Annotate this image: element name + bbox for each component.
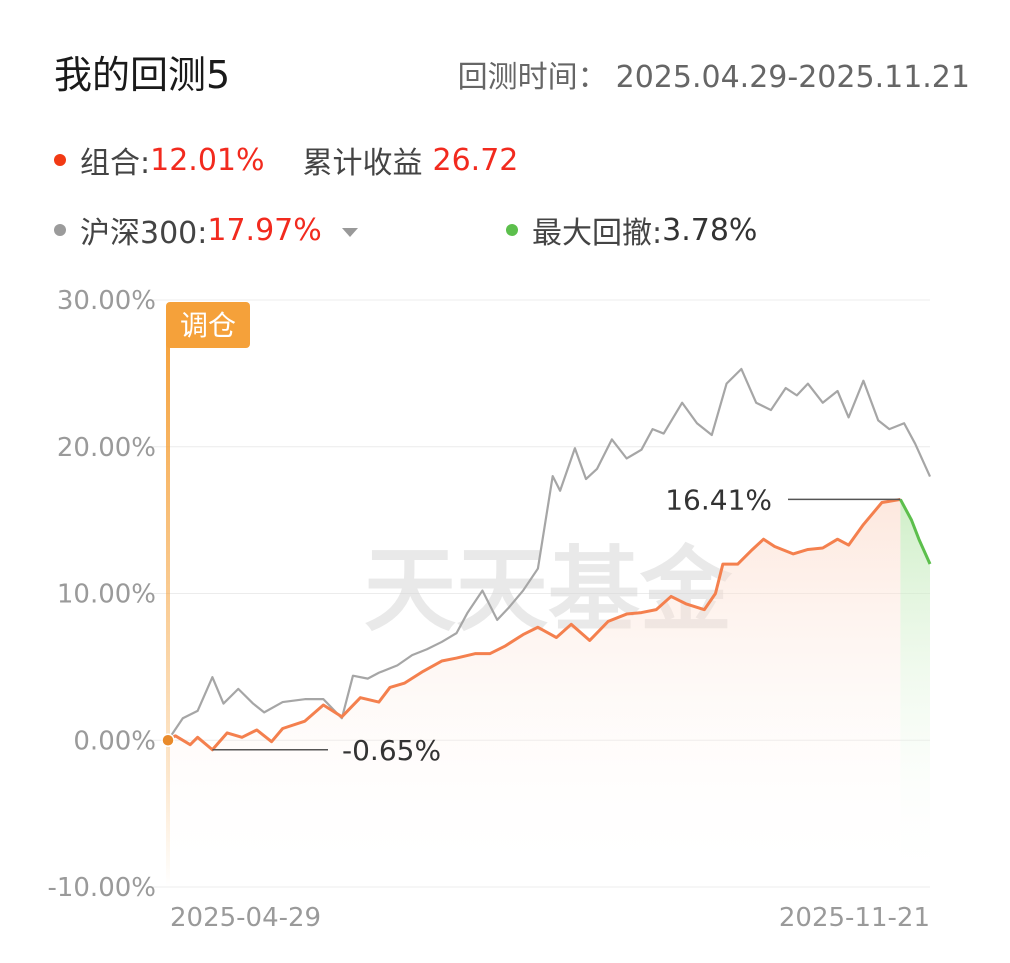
drawdown-label: 最大回撤:	[532, 216, 663, 251]
portfolio-line	[167, 497, 901, 752]
page-title: 我的回测5	[54, 53, 231, 97]
rebalance-line	[166, 328, 170, 887]
y-tick-label: -10.00%	[47, 873, 156, 903]
start-point	[161, 733, 175, 747]
benchmark-dropdown-icon[interactable]	[341, 227, 358, 237]
portfolio-dot-icon	[54, 154, 66, 166]
portfolio-legend: 组合: 12.01% 累计收益 26.72	[54, 138, 518, 182]
backtest-period-value: 2025.04.29-2025.11.21	[615, 60, 970, 95]
drawdown-legend: 最大回撤: 3.78%	[506, 208, 757, 252]
portfolio-label: 组合:	[80, 146, 151, 181]
benchmark-return: 17.97%	[207, 212, 322, 248]
x-tick-label: 2025-11-21	[779, 903, 930, 933]
rebalance-tag	[166, 302, 250, 348]
peak-label: 16.41%	[665, 483, 772, 516]
benchmark-dot-icon	[54, 224, 66, 236]
drawdown-area	[900, 499, 930, 887]
y-tick-label: 20.00%	[57, 433, 156, 463]
y-tick-label: 10.00%	[57, 580, 156, 610]
portfolio-area	[168, 499, 901, 887]
trough-label: -0.65%	[342, 734, 441, 767]
drawdown-value: 3.78%	[662, 212, 758, 248]
backtest-period: 回测时间： 2025.04.29-2025.11.21	[458, 52, 970, 96]
x-tick-label: 2025-04-29	[170, 903, 321, 933]
y-tick-label: 30.00%	[57, 286, 156, 316]
cumulative-label: 累计收益	[302, 146, 423, 181]
rebalance-tag-label: 调仓	[180, 309, 236, 342]
cumulative-value: 26.72	[432, 142, 519, 178]
benchmark-line	[167, 367, 932, 741]
drawdown-line	[899, 498, 932, 565]
benchmark-label: 沪深300:	[80, 216, 208, 251]
y-tick-label: 0.00%	[73, 726, 156, 756]
backtest-chart: 天天基金 16.41%-0.65% -10.00%0.00%10.00%20.0…	[47, 286, 932, 933]
portfolio-return: 12.01%	[150, 142, 265, 178]
benchmark-legend[interactable]: 沪深300: 17.97%	[54, 208, 358, 252]
drawdown-dot-icon	[506, 224, 518, 236]
backtest-period-label: 回测时间：	[457, 60, 608, 95]
